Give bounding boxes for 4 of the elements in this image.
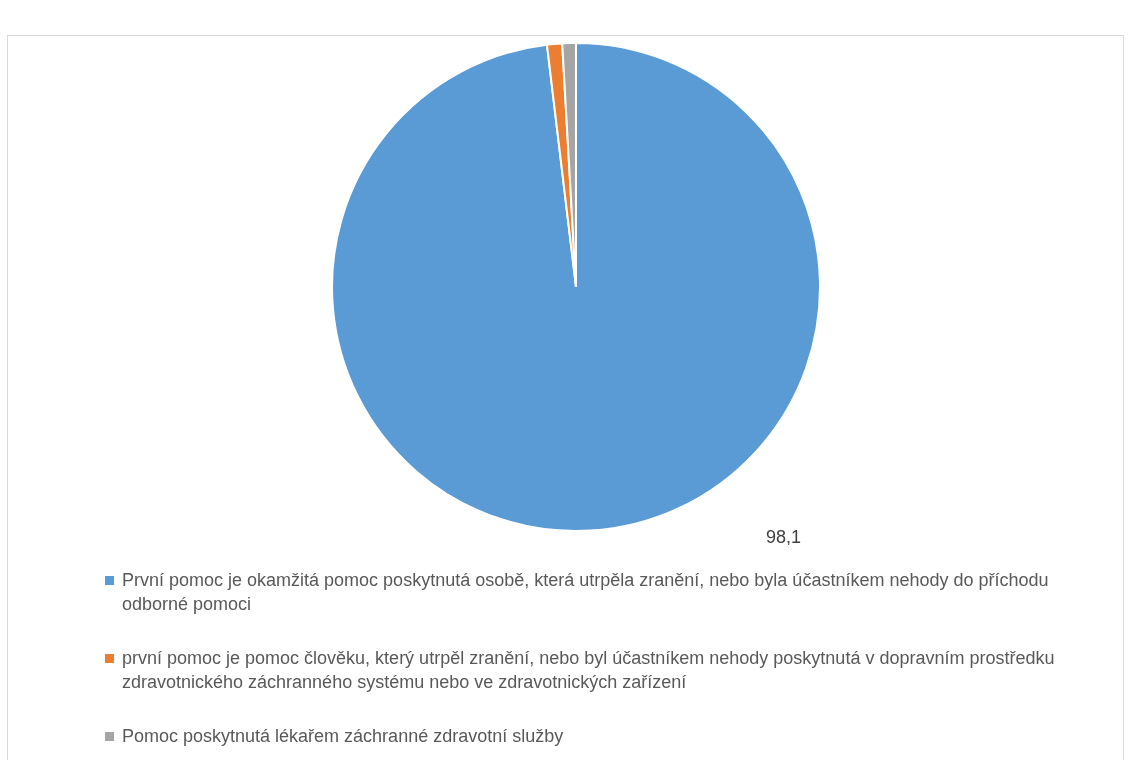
legend-label: první pomoc je pomoc člověku, který utrpěl zranění, nebo byl účastníkem nehody poskytnutá v dopravním prostředku zdravotnického záchranného systému nebo ve zdravotnických zařízení <box>122 647 1056 694</box>
legend-label: První pomoc je okamžitá pomoc poskytnutá osobě, která utrpěla zranění, nebo byla účastníkem nehody do příchodu odborné pomoci <box>122 569 1050 616</box>
data-label: 98,1 <box>765 527 801 548</box>
legend-label: Pomoc poskytnutá lékařem záchranné zdravotní služby <box>122 725 564 748</box>
